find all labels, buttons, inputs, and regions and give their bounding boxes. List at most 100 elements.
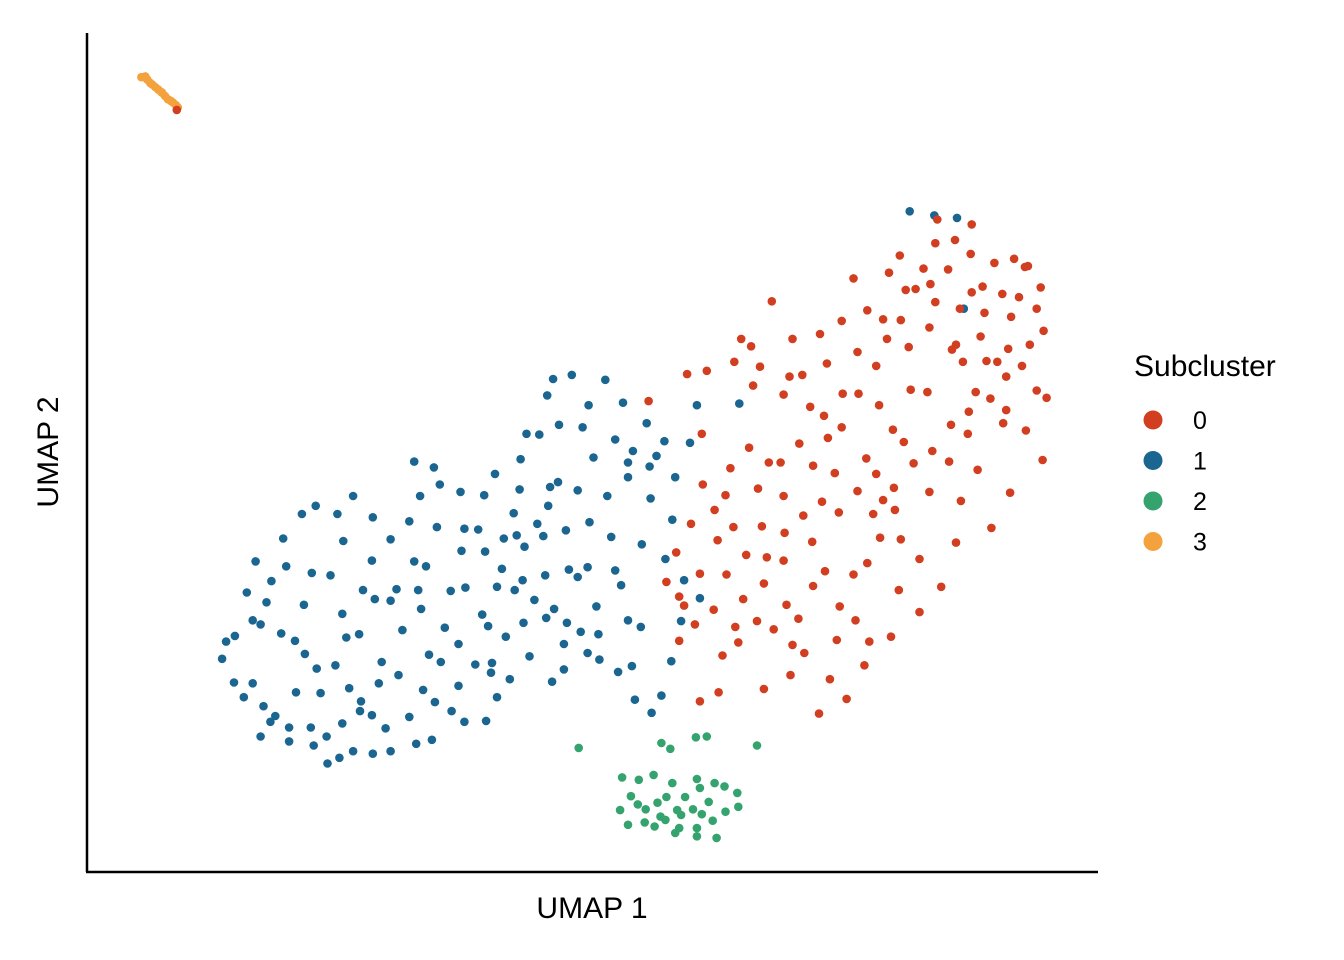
scatter-point-subcluster-0 — [1042, 393, 1051, 403]
scatter-point-subcluster-1 — [637, 540, 647, 549]
scatter-point-subcluster-0 — [795, 439, 804, 448]
scatter-point-subcluster-1 — [647, 708, 656, 718]
scatter-point-subcluster-3 — [150, 82, 160, 92]
scatter-point-subcluster-3 — [141, 72, 150, 81]
scatter-point-subcluster-0 — [709, 605, 718, 614]
scatter-point-subcluster-1 — [554, 420, 564, 430]
scatter-point-subcluster-1 — [486, 668, 496, 677]
scatter-point-subcluster-0 — [849, 274, 858, 283]
scatter-point-subcluster-1 — [518, 575, 527, 585]
scatter-point-subcluster-0 — [842, 694, 851, 704]
legend-label-subcluster-1: 1 — [1193, 448, 1207, 476]
scatter-point-subcluster-1 — [276, 629, 286, 638]
scatter-point-subcluster-1 — [267, 576, 276, 586]
scatter-point-subcluster-0 — [729, 522, 738, 532]
scatter-point-subcluster-1 — [533, 519, 542, 529]
scatter-point-subcluster-1 — [642, 418, 651, 428]
scatter-point-subcluster-1 — [487, 658, 497, 668]
scatter-point-subcluster-1 — [645, 462, 654, 471]
scatter-point-subcluster-0 — [794, 614, 803, 623]
scatter-point-subcluster-1 — [460, 717, 469, 727]
scatter-point-subcluster-0 — [830, 468, 840, 478]
scatter-point-subcluster-2 — [661, 815, 670, 825]
scatter-point-subcluster-0 — [815, 329, 825, 339]
scatter-point-subcluster-0 — [682, 369, 692, 379]
scatter-point-subcluster-1 — [421, 562, 431, 571]
scatter-point-subcluster-2 — [752, 741, 762, 750]
scatter-point-subcluster-0 — [871, 469, 881, 479]
scatter-point-subcluster-0 — [1001, 372, 1011, 381]
scatter-point-subcluster-1 — [454, 639, 463, 649]
scatter-point-subcluster-0 — [834, 508, 844, 517]
scatter-point-subcluster-1 — [553, 477, 563, 487]
scatter-point-subcluster-0 — [964, 407, 974, 417]
scatter-point-subcluster-1 — [281, 562, 291, 571]
scatter-point-subcluster-2 — [649, 770, 658, 780]
scatter-point-subcluster-1 — [623, 472, 633, 482]
scatter-point-subcluster-0 — [674, 592, 684, 601]
scatter-point-subcluster-0 — [779, 390, 788, 399]
scatter-point-subcluster-1 — [248, 616, 257, 625]
scatter-point-subcluster-0 — [901, 285, 910, 295]
scatter-point-subcluster-2 — [662, 792, 671, 802]
scatter-point-subcluster-2 — [692, 823, 702, 833]
scatter-point-subcluster-1 — [735, 399, 744, 408]
scatter-point-subcluster-2 — [708, 816, 717, 825]
scatter-point-subcluster-1 — [284, 723, 294, 732]
scatter-point-subcluster-1 — [592, 602, 601, 611]
scatter-point-subcluster-0 — [967, 220, 976, 229]
scatter-point-subcluster-1 — [583, 562, 592, 572]
scatter-point-subcluster-1 — [348, 746, 358, 756]
scatter-point-subcluster-0 — [779, 556, 788, 565]
scatter-point-subcluster-0 — [966, 249, 975, 259]
scatter-point-subcluster-1 — [271, 711, 280, 721]
scatter-point-subcluster-1 — [525, 652, 534, 661]
scatter-point-subcluster-1 — [541, 613, 551, 623]
scatter-point-subcluster-1 — [436, 657, 446, 667]
scatter-point-subcluster-2 — [680, 792, 690, 802]
scatter-point-subcluster-1 — [567, 370, 577, 380]
scatter-point-subcluster-1 — [613, 667, 623, 677]
scatter-point-subcluster-0 — [915, 554, 924, 564]
scatter-point-subcluster-0 — [788, 640, 797, 650]
scatter-point-subcluster-0 — [882, 334, 892, 344]
scatter-point-subcluster-1 — [416, 604, 426, 614]
scatter-point-subcluster-0 — [1038, 455, 1047, 465]
scatter-point-subcluster-0 — [799, 511, 808, 520]
scatter-point-subcluster-1 — [490, 469, 500, 479]
scatter-point-subcluster-1 — [427, 735, 437, 745]
scatter-point-subcluster-0 — [686, 519, 696, 529]
scatter-point-subcluster-0 — [896, 535, 906, 544]
scatter-point-subcluster-0 — [1003, 344, 1013, 354]
scatter-point-subcluster-1 — [510, 585, 519, 595]
scatter-point-subcluster-0 — [904, 342, 913, 352]
scatter-point-subcluster-1 — [368, 749, 378, 758]
scatter-point-subcluster-0 — [721, 490, 730, 500]
scatter-point-subcluster-1 — [370, 594, 380, 604]
scatter-point-subcluster-1 — [311, 501, 321, 511]
scatter-point-subcluster-1 — [601, 375, 610, 385]
scatter-point-subcluster-0 — [752, 616, 762, 626]
scatter-point-subcluster-0 — [736, 334, 746, 344]
legend-swatch-subcluster-1 — [1143, 451, 1163, 470]
scatter-point-subcluster-1 — [610, 566, 620, 575]
scatter-point-subcluster-1 — [367, 710, 377, 720]
scatter-point-subcluster-1 — [610, 435, 620, 444]
scatter-point-subcluster-1 — [594, 629, 603, 639]
scatter-point-subcluster-1 — [573, 486, 582, 495]
plot-area — [137, 72, 1051, 843]
scatter-point-subcluster-2 — [676, 810, 686, 820]
scatter-point-subcluster-1 — [905, 207, 914, 216]
scatter-point-subcluster-0 — [899, 437, 909, 447]
scatter-point-subcluster-0 — [798, 370, 807, 380]
scatter-point-subcluster-2 — [653, 798, 662, 807]
scatter-point-subcluster-1 — [562, 618, 572, 628]
scatter-point-subcluster-1 — [461, 583, 470, 592]
scatter-point-subcluster-1 — [242, 588, 252, 597]
scatter-point-subcluster-2 — [695, 783, 705, 793]
scatter-point-subcluster-1 — [300, 649, 310, 659]
scatter-point-subcluster-0 — [919, 264, 928, 273]
scatter-point-subcluster-0 — [982, 356, 991, 366]
scatter-point-subcluster-1 — [386, 535, 395, 544]
scatter-point-subcluster-0 — [853, 486, 862, 496]
